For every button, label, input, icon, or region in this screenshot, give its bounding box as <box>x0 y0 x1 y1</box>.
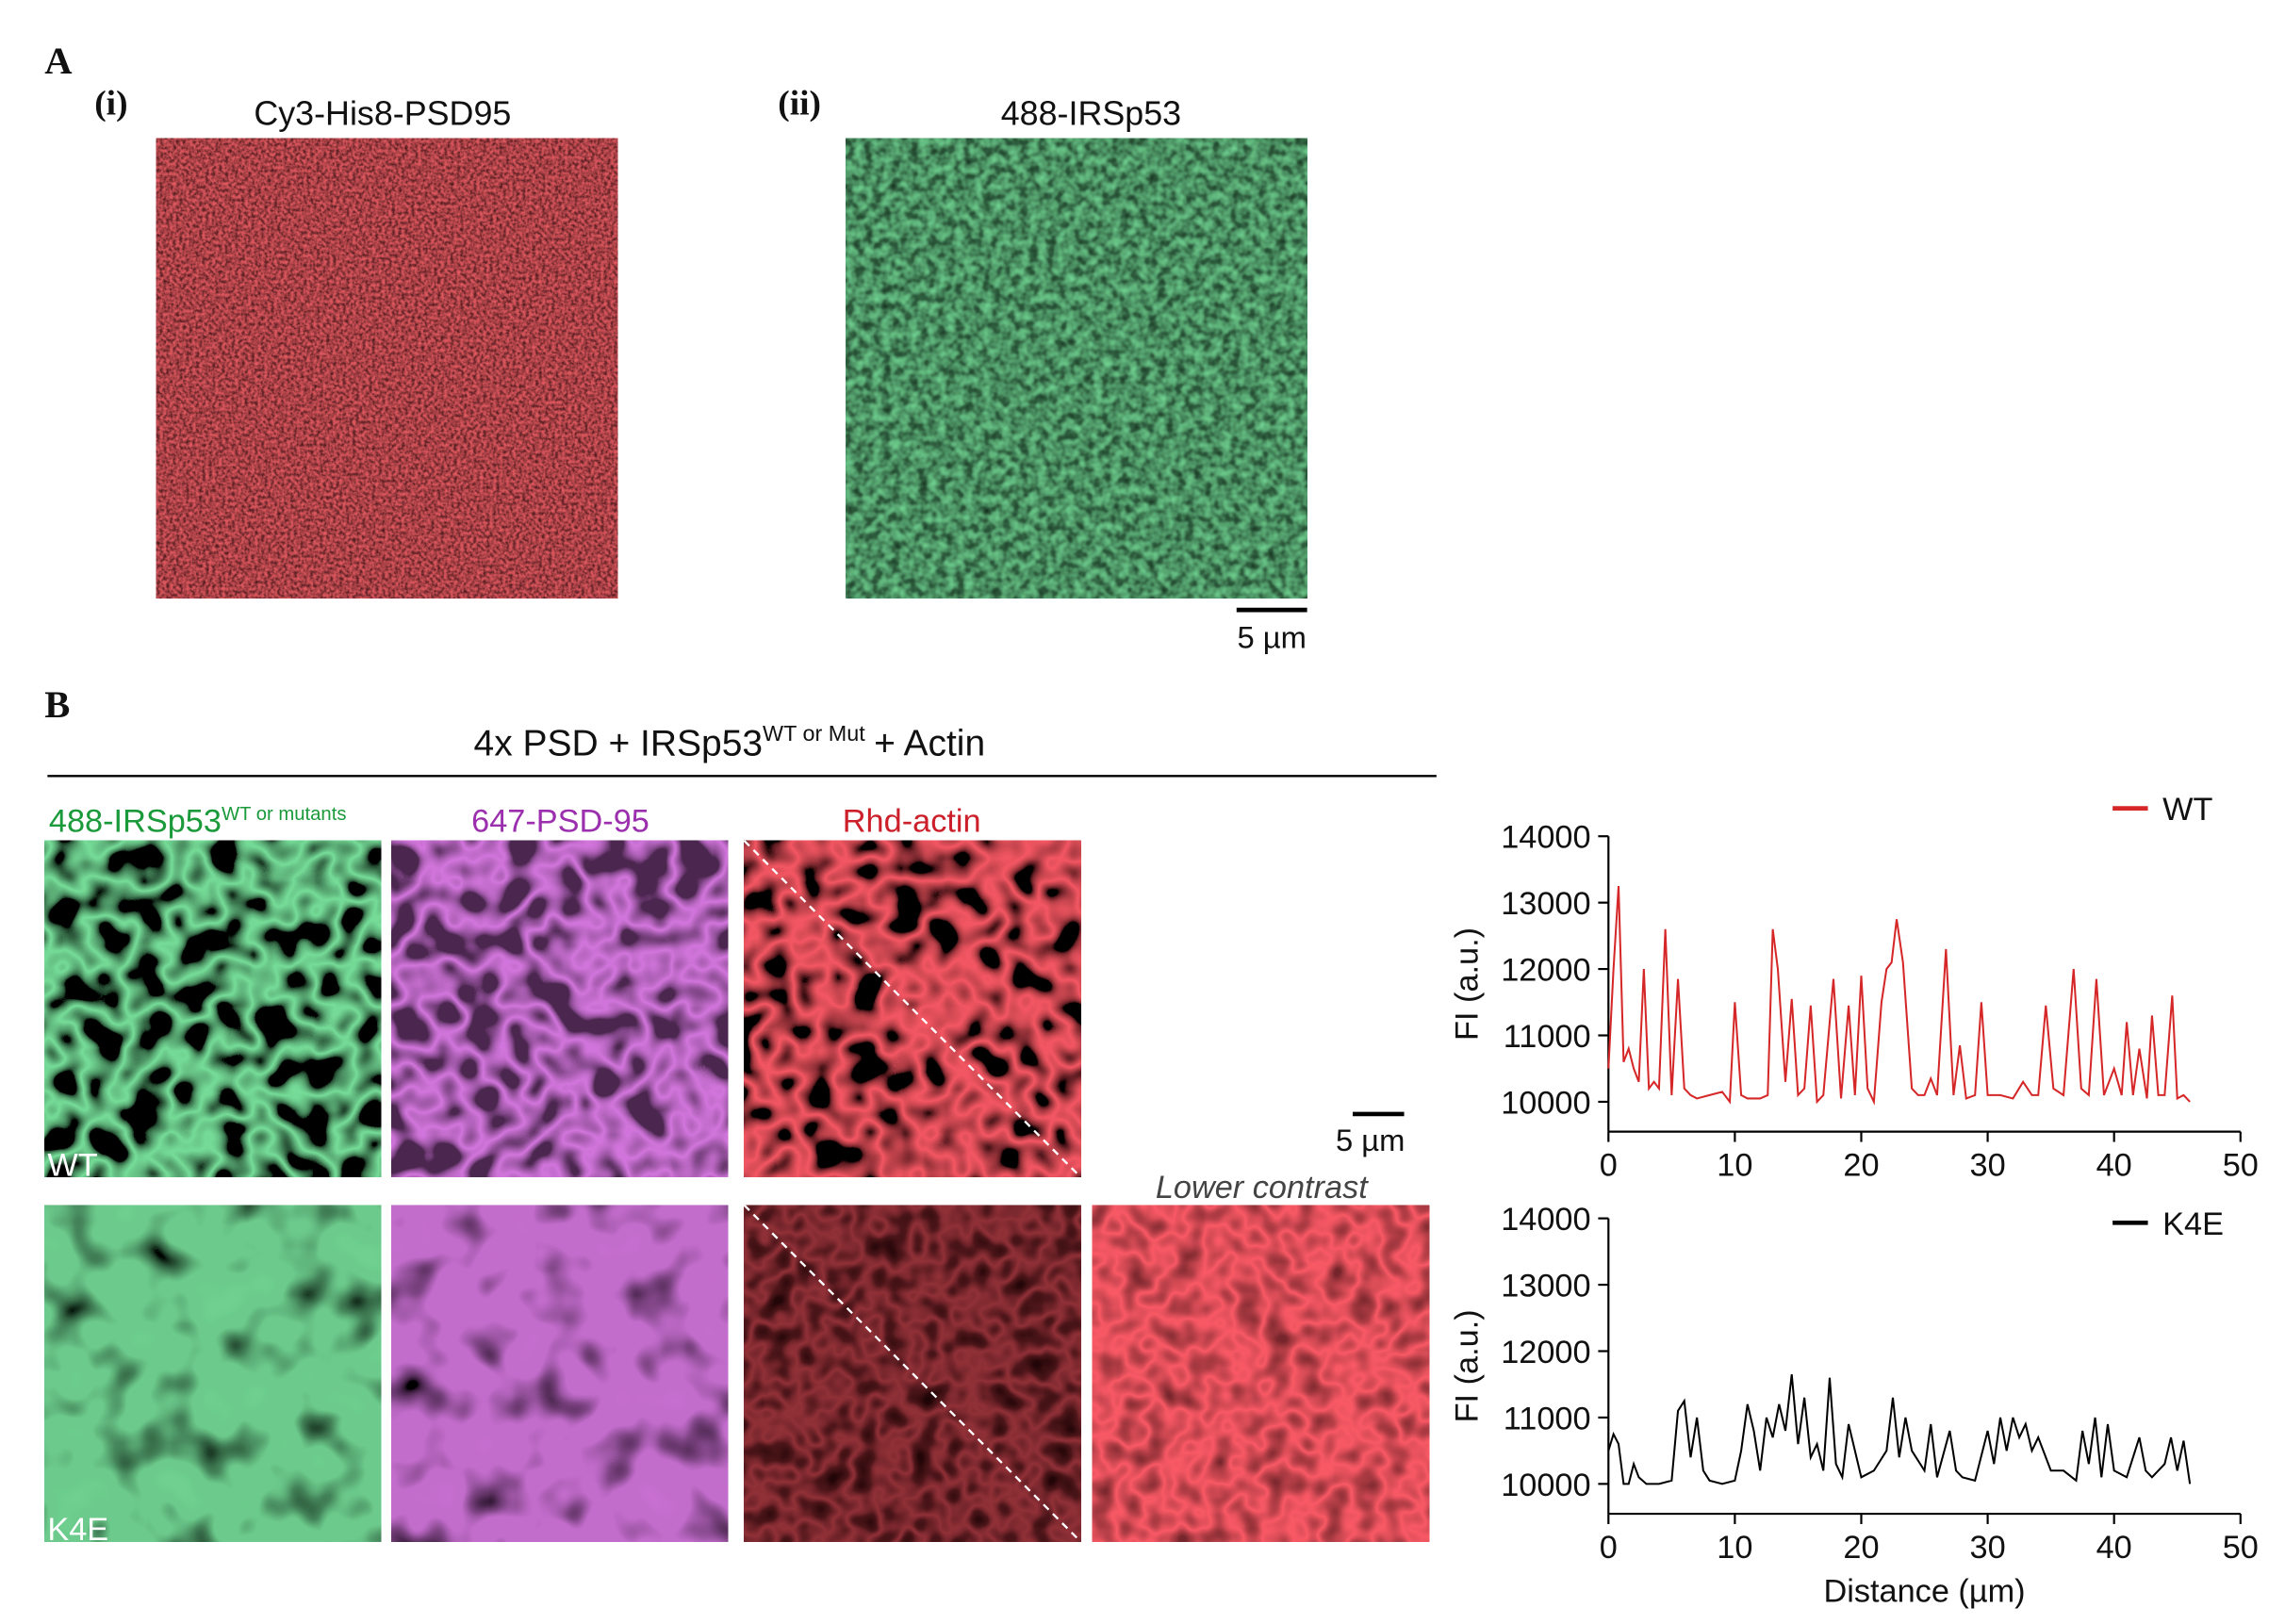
column-label: 488-IRSp53WT or mutants <box>49 804 347 840</box>
scale-bar-label: 5 µm <box>1237 620 1306 655</box>
y-tick-label: 11000 <box>1504 1019 1591 1055</box>
x-tick-label: 40 <box>2096 1147 2132 1183</box>
title-part: + Actin <box>874 723 985 763</box>
column-label: 647-PSD-95 <box>471 804 649 840</box>
image-index: (ii) <box>778 85 821 123</box>
x-tick-label: 20 <box>1843 1147 1879 1183</box>
y-tick-label: 10000 <box>1501 1468 1590 1503</box>
micrograph <box>744 1205 1081 1542</box>
row-label: K4E <box>47 1512 108 1548</box>
x-tick-label: 20 <box>1843 1530 1879 1566</box>
image-label: Cy3-His8-PSD95 <box>254 95 511 133</box>
panel-letter: A <box>44 40 72 82</box>
label-sup: WT or mutants <box>222 804 347 825</box>
data-line <box>1607 885 2191 1106</box>
x-tick-label: 30 <box>1970 1530 2006 1566</box>
image-label: 488-IRSp53 <box>1001 95 1181 133</box>
x-tick-label: 10 <box>1717 1147 1752 1183</box>
column-label: Lower contrast <box>1156 1170 1369 1206</box>
x-tick-label: 10 <box>1717 1530 1752 1566</box>
charts: 10000 11000 12000 13000 14000 0 10 20 30 40 50 FI (… <box>1450 792 2259 1610</box>
title-part: 4x PSD + IRSp53 <box>474 723 764 763</box>
legend-label: K4E <box>2162 1206 2224 1242</box>
y-tick-label: 12000 <box>1501 953 1590 989</box>
micrograph <box>744 840 1081 1177</box>
micrograph <box>44 840 382 1177</box>
legend-label: WT <box>2162 792 2212 828</box>
x-tick-label: 0 <box>1600 1147 1618 1183</box>
micrograph <box>156 138 618 599</box>
title-sup: WT or Mut <box>763 721 865 746</box>
y-tick-label: 13000 <box>1501 886 1590 922</box>
y-tick-label: 10000 <box>1501 1085 1590 1121</box>
y-tick-label: 14000 <box>1501 1202 1590 1238</box>
micrograph <box>391 1205 729 1542</box>
scale-bar-label: 5 µm <box>1336 1123 1405 1157</box>
panel-letter: B <box>44 683 70 726</box>
y-tick-label: 14000 <box>1501 820 1590 856</box>
panel-title: 4x PSD + IRSp53WT or Mut + Actin <box>474 721 986 764</box>
micrograph <box>846 138 1307 599</box>
x-tick-label: 50 <box>2223 1530 2259 1566</box>
image-index: (i) <box>94 85 127 123</box>
x-tick-label: 30 <box>1970 1147 2006 1183</box>
micrograph <box>1092 1205 1430 1542</box>
micrograph <box>44 1205 382 1542</box>
y-tick-label: 11000 <box>1504 1401 1591 1436</box>
x-tick-label: 40 <box>2096 1530 2132 1566</box>
data-line <box>1607 1374 2192 1485</box>
y-tick-label: 13000 <box>1501 1269 1590 1304</box>
y-axis-label: FI (a.u.) <box>1450 927 1486 1041</box>
row-label: WT <box>47 1147 97 1183</box>
y-axis-label: FI (a.u.) <box>1450 1309 1486 1422</box>
column-label: Rhd-actin <box>843 804 981 840</box>
micrograph <box>391 840 729 1177</box>
x-tick-label: 0 <box>1600 1530 1618 1566</box>
label-part: 488-IRSp53 <box>49 804 222 840</box>
y-tick-label: 12000 <box>1501 1335 1590 1370</box>
x-axis-label: Distance (µm) <box>1823 1574 2025 1610</box>
x-tick-label: 50 <box>2223 1147 2259 1183</box>
